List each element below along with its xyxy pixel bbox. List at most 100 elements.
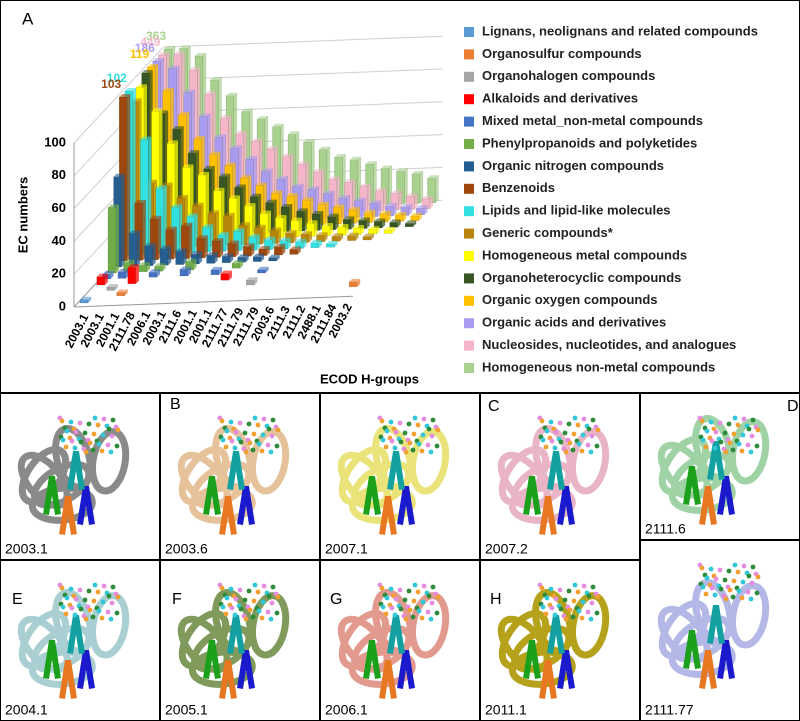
- ligand-dot: [435, 427, 441, 433]
- ligand-dot: [388, 586, 394, 592]
- protein-ribbon: [88, 592, 130, 659]
- legend-swatch: [464, 139, 474, 149]
- ligand-dot: [544, 595, 550, 601]
- bar-top: [374, 218, 386, 222]
- ligand-dot: [78, 606, 84, 612]
- bar-top: [155, 185, 167, 189]
- strand: [237, 486, 255, 525]
- ligand-dot: [585, 609, 591, 615]
- bar-top: [323, 190, 335, 194]
- bar-top: [106, 284, 118, 288]
- strand: [699, 650, 717, 689]
- ligand-dot: [723, 449, 729, 455]
- x-axis-label: ECOD H-groups: [320, 371, 419, 386]
- bar-top: [186, 213, 198, 217]
- bar-top: [212, 238, 224, 241]
- bar-top: [108, 204, 119, 208]
- ligand-dot: [69, 605, 75, 611]
- bar-top: [245, 156, 257, 160]
- ligand-dot: [579, 615, 585, 621]
- ligand-dot: [589, 433, 595, 439]
- strand: [237, 650, 255, 689]
- bar-top: [151, 108, 163, 112]
- bar-top: [214, 134, 226, 138]
- grid-line: [163, 68, 443, 81]
- protein-ribbon: [408, 592, 450, 659]
- ligand-dot: [549, 438, 555, 444]
- bar-side: [293, 229, 297, 244]
- ligand-dot: [275, 427, 281, 433]
- ligand-dot: [100, 432, 106, 438]
- ligand-dot: [106, 426, 112, 432]
- ligand-dot: [735, 569, 741, 575]
- legend-label: Organic nitrogen compounds: [482, 158, 664, 173]
- bar-top: [369, 200, 381, 204]
- bar-side: [156, 268, 161, 278]
- ligand-dot: [576, 608, 582, 614]
- bar-side: [229, 252, 234, 264]
- ligand-dot: [224, 428, 230, 434]
- bar-top: [150, 215, 162, 219]
- bar: [410, 215, 419, 222]
- legend-swatch: [464, 27, 474, 37]
- bar-top: [148, 269, 160, 273]
- bar-top: [353, 225, 364, 229]
- bar: [106, 286, 115, 291]
- ligand-dot: [82, 597, 88, 603]
- ligand-dot: [105, 442, 111, 448]
- ligand-dot: [410, 447, 416, 453]
- bar-side: [198, 250, 203, 265]
- ligand-dot: [91, 598, 97, 604]
- legend-swatch: [464, 228, 474, 239]
- strand: [203, 476, 221, 515]
- ligand-dot: [740, 432, 746, 438]
- bar-side: [115, 204, 120, 274]
- strand: [717, 476, 735, 515]
- bar-top: [96, 273, 108, 277]
- ligand-dot: [219, 418, 225, 424]
- panel-caption: 2004.1: [5, 702, 48, 718]
- protein-ribbon: [18, 445, 70, 506]
- bar-top: [395, 211, 407, 215]
- ligand-dot: [570, 614, 576, 620]
- bar-top: [233, 228, 245, 232]
- strand: [539, 496, 557, 535]
- bar-top: [244, 203, 256, 206]
- bar-side: [220, 237, 224, 258]
- ligand-dot: [575, 589, 581, 595]
- ligand-dot: [552, 445, 558, 451]
- ligand-dot: [398, 439, 404, 445]
- strand: [43, 640, 61, 679]
- ligand-dot: [558, 439, 564, 445]
- ligand-dot: [251, 431, 257, 437]
- bar-top: [405, 220, 417, 224]
- ligand-dot: [114, 610, 120, 616]
- bar-top: [152, 58, 164, 61]
- structure-panel: 2111.77: [640, 540, 800, 721]
- bar-top: [368, 226, 380, 230]
- ligand-dot: [730, 447, 736, 453]
- ligand-dot: [237, 587, 243, 593]
- bar-top: [226, 92, 237, 96]
- ligand-dot: [407, 440, 413, 446]
- ligand-dot: [99, 615, 105, 621]
- bar-top: [185, 258, 197, 262]
- bar-top: [364, 209, 376, 213]
- bar-top: [296, 208, 308, 212]
- ligand-dot: [718, 586, 724, 592]
- bar-top: [303, 139, 315, 142]
- bar-top: [312, 211, 324, 214]
- bar-top: [199, 113, 211, 117]
- bar-side: [189, 222, 193, 259]
- bar-top: [175, 248, 187, 252]
- bar-top: [141, 70, 153, 73]
- ligand-dot: [709, 438, 715, 444]
- ligand-dot: [60, 437, 66, 443]
- bar-top: [206, 252, 218, 256]
- ligand-dot: [379, 418, 385, 424]
- ligand-dot: [389, 605, 395, 611]
- bar-top: [269, 227, 281, 231]
- bar-top: [113, 173, 125, 177]
- grid-line: [163, 35, 443, 48]
- ligand-dot: [543, 444, 549, 450]
